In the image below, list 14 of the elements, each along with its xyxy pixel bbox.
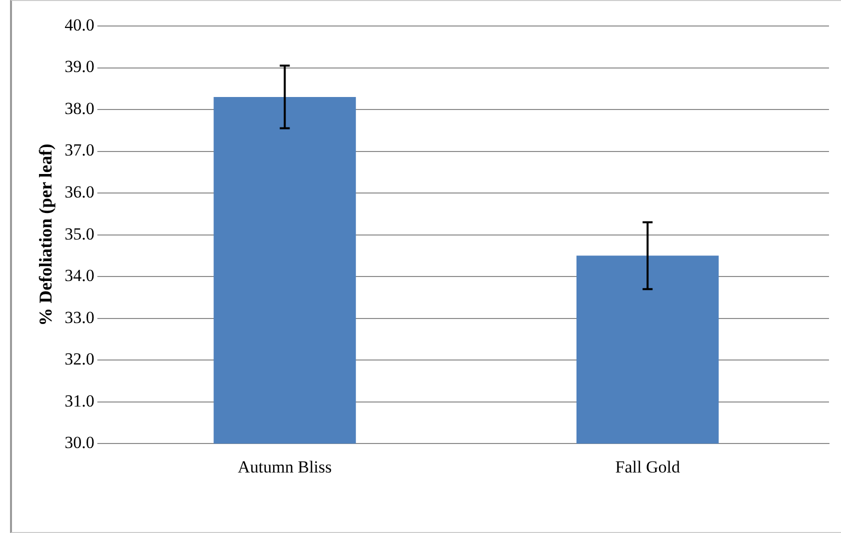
y-tick-label: 39.0 <box>64 57 94 76</box>
y-tick-label: 32.0 <box>64 350 94 369</box>
y-tick-label: 33.0 <box>64 308 94 327</box>
y-tick-label: 40.0 <box>64 15 94 34</box>
x-tick-label: Fall Gold <box>615 457 680 476</box>
y-axis-title: % Defoliation (per leaf) <box>35 144 56 326</box>
y-tick-label: 30.0 <box>64 433 94 452</box>
y-tick-label: 37.0 <box>64 140 94 160</box>
y-tick-label: 31.0 <box>64 391 94 410</box>
y-tick-label: 36.0 <box>64 182 94 202</box>
y-tick-label: 38.0 <box>64 98 94 118</box>
y-tick-label: 35.0 <box>64 224 94 244</box>
x-tick-label: Autumn Bliss <box>238 457 332 476</box>
y-tick-label: 34.0 <box>64 266 94 286</box>
